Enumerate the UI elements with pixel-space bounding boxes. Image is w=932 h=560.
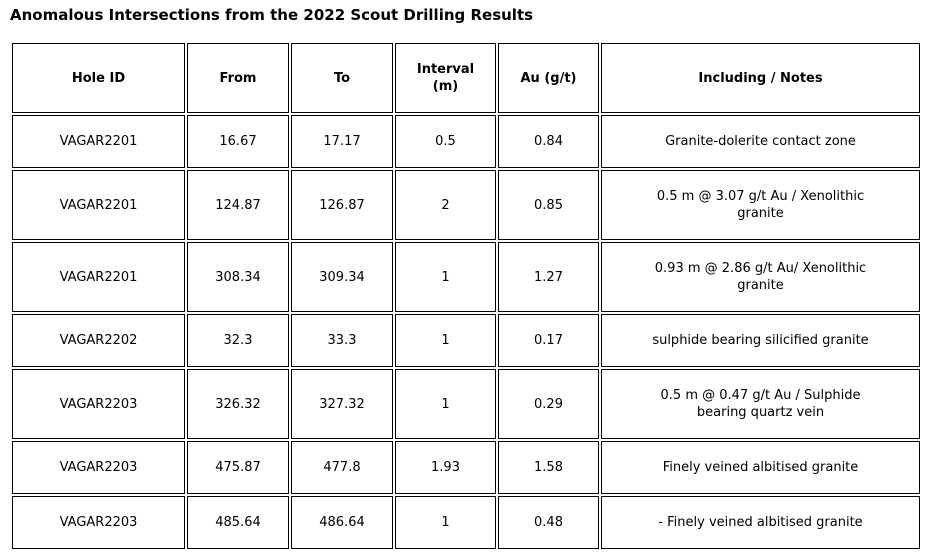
cell-including-notes: Finely veined albitised granite — [601, 441, 920, 494]
cell-au-gpt: 0.84 — [498, 115, 599, 168]
cell-au-gpt: 0.48 — [498, 496, 599, 549]
table-header: Hole ID From To Interval (m) Au (g/t) In… — [12, 43, 920, 113]
cell-hole-id: VAGAR2203 — [12, 496, 185, 549]
table-row: VAGAR2202 32.3 33.3 1 0.17 sulphide bearing s… — [12, 314, 920, 367]
cell-au-gpt: 1.58 — [498, 441, 599, 494]
cell-from: 308.34 — [187, 242, 289, 312]
cell-interval-m: 1 — [395, 242, 496, 312]
cell-interval-m: 2 — [395, 170, 496, 240]
cell-to: 17.17 — [291, 115, 393, 168]
table-row: VAGAR2203 326.32 327.32 1 0.29 0.5 m @ 0.47 g… — [12, 369, 920, 439]
cell-including-notes: 0.5 m @ 0.47 g/t Au / Sulphide bearing q… — [601, 369, 920, 439]
cell-from: 475.87 — [187, 441, 289, 494]
table-body: VAGAR2201 16.67 17.17 0.5 0.84 Granite-doleri… — [12, 115, 920, 549]
cell-to: 33.3 — [291, 314, 393, 367]
cell-to: 327.32 — [291, 369, 393, 439]
cell-hole-id: VAGAR2203 — [12, 441, 185, 494]
cell-hole-id: VAGAR2203 — [12, 369, 185, 439]
cell-au-gpt: 1.27 — [498, 242, 599, 312]
cell-including-notes: 0.93 m @ 2.86 g/t Au/ Xenolithic granite — [601, 242, 920, 312]
cell-hole-id: VAGAR2201 — [12, 170, 185, 240]
cell-including-notes: - Finely veined albitised granite — [601, 496, 920, 549]
header-row: Hole ID From To Interval (m) Au (g/t) In… — [12, 43, 920, 113]
cell-hole-id: VAGAR2202 — [12, 314, 185, 367]
table-row: VAGAR2203 475.87 477.8 1.93 1.58 Finely veine… — [12, 441, 920, 494]
table-row: VAGAR2201 308.34 309.34 1 1.27 0.93 m @ 2.86 … — [12, 242, 920, 312]
cell-including-notes: Granite-dolerite contact zone — [601, 115, 920, 168]
table-row: VAGAR2201 124.87 126.87 2 0.85 0.5 m @ 3.07 g… — [12, 170, 920, 240]
cell-to: 309.34 — [291, 242, 393, 312]
cell-hole-id: VAGAR2201 — [12, 115, 185, 168]
table-row: VAGAR2201 16.67 17.17 0.5 0.84 Granite-doleri… — [12, 115, 920, 168]
cell-hole-id: VAGAR2201 — [12, 242, 185, 312]
cell-from: 326.32 — [187, 369, 289, 439]
header-to: To — [291, 43, 393, 113]
cell-interval-m: 0.5 — [395, 115, 496, 168]
cell-interval-m: 1 — [395, 496, 496, 549]
cell-au-gpt: 0.29 — [498, 369, 599, 439]
cell-interval-m: 1 — [395, 314, 496, 367]
table-row: VAGAR2203 485.64 486.64 1 0.48- Finely veine… — [12, 496, 920, 549]
drilling-results-table: Hole ID From To Interval (m) Au (g/t) In… — [10, 41, 922, 551]
cell-au-gpt: 0.85 — [498, 170, 599, 240]
header-hole-id: Hole ID — [12, 43, 185, 113]
cell-interval-m: 1.93 — [395, 441, 496, 494]
header-au-gpt: Au (g/t) — [498, 43, 599, 113]
cell-from: 32.3 — [187, 314, 289, 367]
cell-from: 124.87 — [187, 170, 289, 240]
cell-to: 126.87 — [291, 170, 393, 240]
cell-au-gpt: 0.17 — [498, 314, 599, 367]
header-from: From — [187, 43, 289, 113]
page-title: Anomalous Intersections from the 2022 Sc… — [10, 6, 534, 24]
cell-including-notes: sulphide bearing silicified granite — [601, 314, 920, 367]
cell-to: 477.8 — [291, 441, 393, 494]
cell-interval-m: 1 — [395, 369, 496, 439]
cell-to: 486.64 — [291, 496, 393, 549]
header-including-notes: Including / Notes — [601, 43, 920, 113]
cell-including-notes: 0.5 m @ 3.07 g/t Au / Xenolithic granite — [601, 170, 920, 240]
header-interval-m: Interval (m) — [395, 43, 496, 113]
cell-from: 485.64 — [187, 496, 289, 549]
cell-from: 16.67 — [187, 115, 289, 168]
